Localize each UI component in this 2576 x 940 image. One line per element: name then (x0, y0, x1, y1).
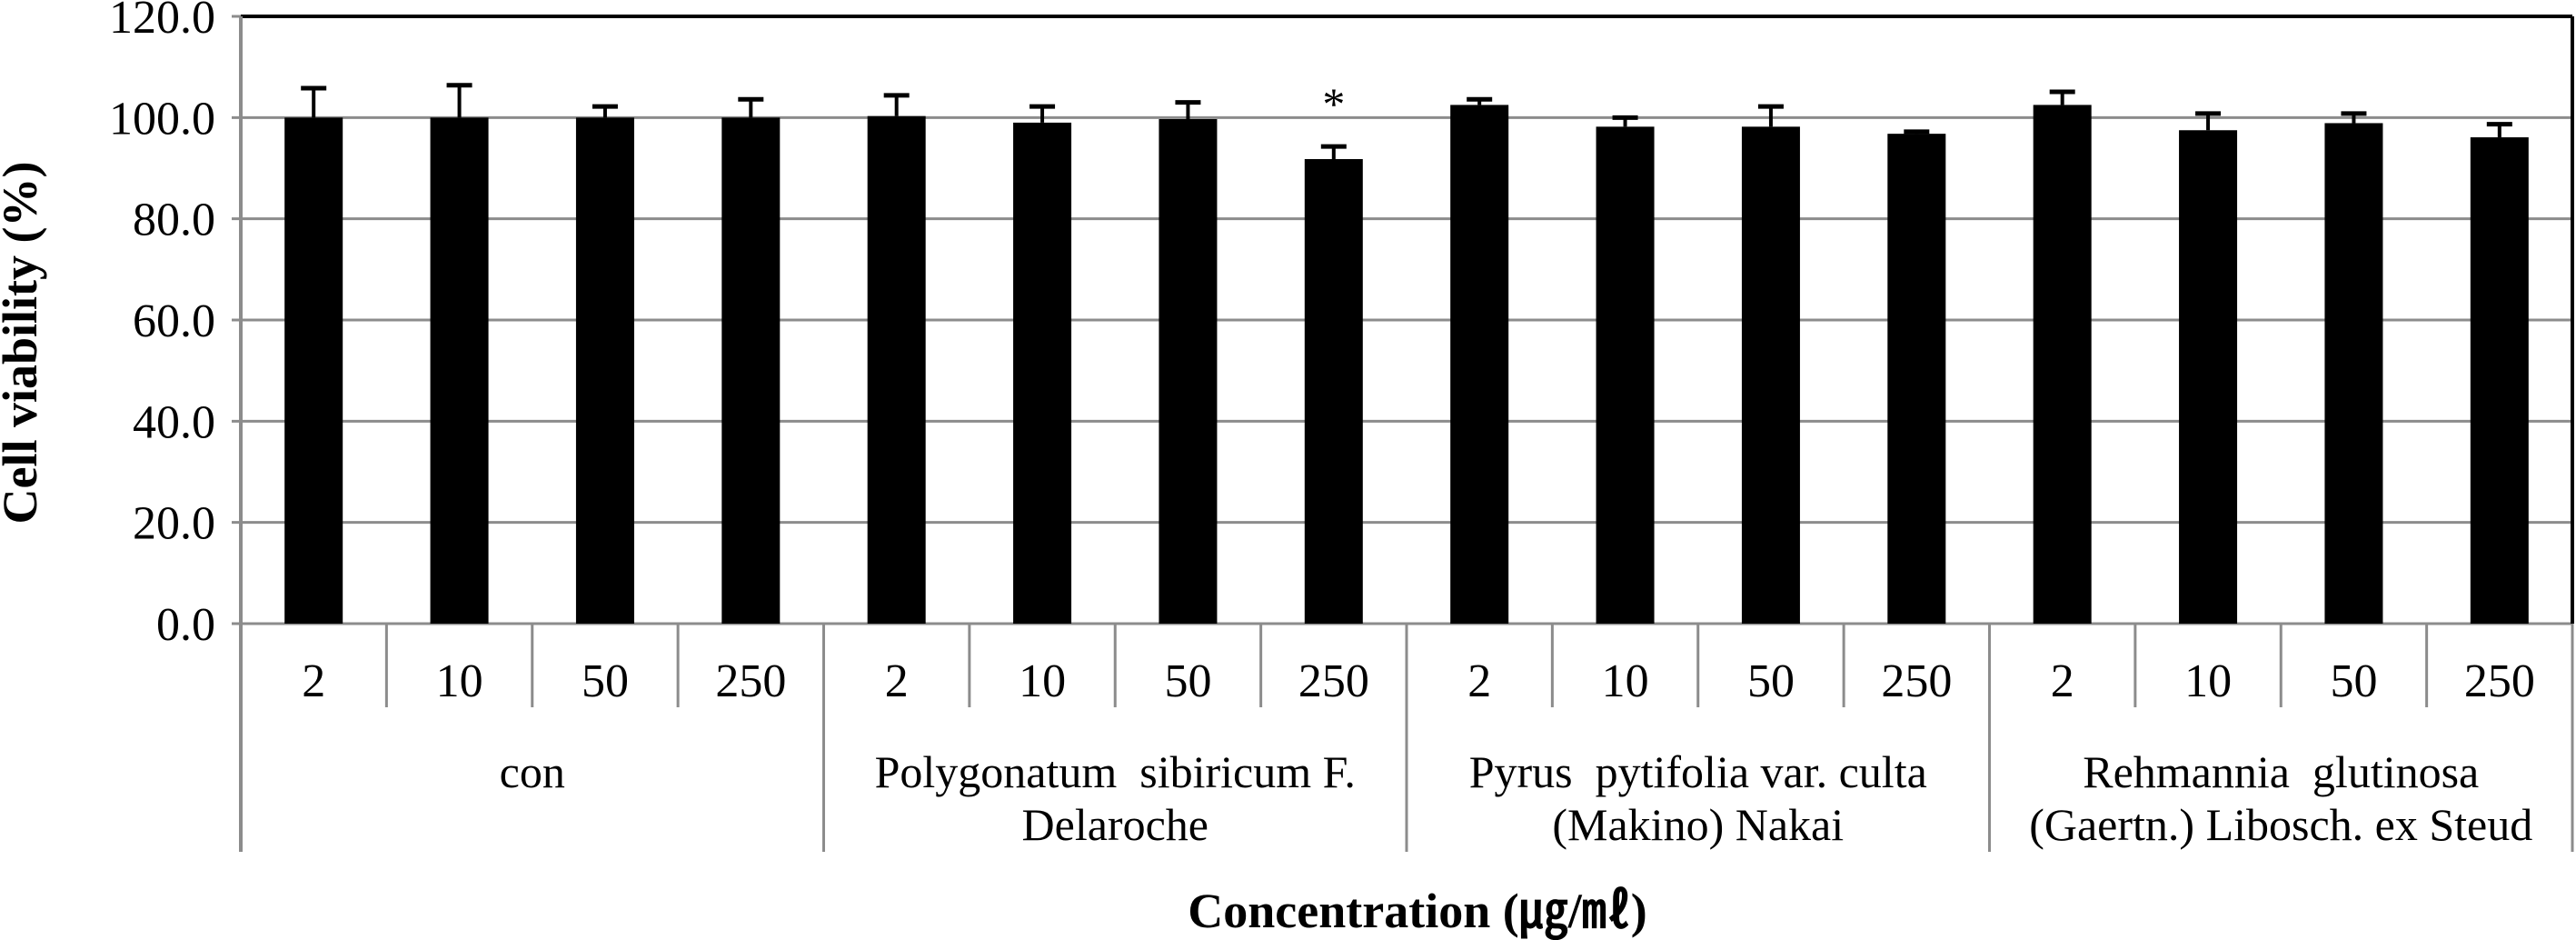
bar (1887, 134, 1946, 624)
y-tick-label: 0.0 (156, 599, 215, 651)
bar (1741, 126, 1800, 624)
x-category-label: 10 (436, 655, 483, 707)
x-category-label: 2 (885, 655, 909, 707)
x-category-label: 10 (1602, 655, 1649, 707)
bar (575, 117, 634, 625)
bar (1450, 105, 1509, 624)
x-group-label-line: Polygonatum sibiricum F. (875, 746, 1356, 797)
bar (721, 117, 781, 625)
bar (2179, 130, 2238, 624)
x-category-label: 250 (1881, 655, 1952, 707)
bar (2324, 123, 2383, 624)
x-category-label: 250 (715, 655, 786, 707)
bar (2033, 105, 2092, 624)
bar-series: * (284, 78, 2529, 625)
y-tick-label: 40.0 (133, 396, 215, 448)
x-category-label: 50 (1747, 655, 1795, 707)
x-category-label: 2 (302, 655, 325, 707)
bar (1304, 158, 1363, 625)
x-category-label: 10 (2184, 655, 2232, 707)
y-tick-label: 100.0 (109, 93, 215, 145)
x-category-label: 50 (582, 655, 629, 707)
bar (2470, 137, 2529, 624)
x-category-label: 2 (2051, 655, 2074, 707)
y-tick-label: 120.0 (109, 0, 215, 44)
x-category-label: 2 (1467, 655, 1491, 707)
x-group-label-line: (Makino) Nakai (1552, 799, 1844, 850)
y-axis-ticks: 0.0 20.0 40.0 60.0 80.0 100.0 120.0 (109, 0, 215, 651)
bar (1159, 119, 1218, 625)
x-axis-categories: 2 10 50 250 2 10 50 250 2 10 50 250 2 10 50 250 (302, 624, 2535, 707)
x-category-label: 50 (1164, 655, 1211, 707)
bar (1596, 126, 1655, 624)
y-axis-title: Cell viability (%) (0, 162, 47, 525)
plot-frame (239, 15, 2574, 852)
x-group-label-line: Delaroche (1022, 799, 1208, 850)
x-group-label-line: Rehmannia glutinosa (2083, 746, 2479, 797)
bar (284, 117, 343, 625)
bar (867, 115, 926, 624)
x-category-label: 250 (2464, 655, 2535, 707)
x-group-label: con (500, 746, 565, 797)
bar (430, 117, 489, 625)
x-axis-groups: con Polygonatum sibiricum F.Delaroche Pyru… (500, 624, 2532, 852)
y-tick-label: 80.0 (133, 195, 215, 246)
y-tick-label: 60.0 (133, 295, 215, 347)
x-category-label: 50 (2330, 655, 2377, 707)
significance-marker: * (1322, 78, 1345, 129)
bar (1013, 122, 1072, 624)
y-tick-label: 20.0 (133, 498, 215, 550)
x-category-label: 250 (1298, 655, 1369, 707)
x-category-label: 10 (1019, 655, 1066, 707)
x-group-label-line: Pyrus pytifolia var. culta (1469, 746, 1927, 797)
x-group-label-line: (Gaertn.) Libosch. ex Steud (2029, 799, 2532, 850)
x-axis-title: Concentration (㎍/㎖) (1188, 884, 1646, 940)
